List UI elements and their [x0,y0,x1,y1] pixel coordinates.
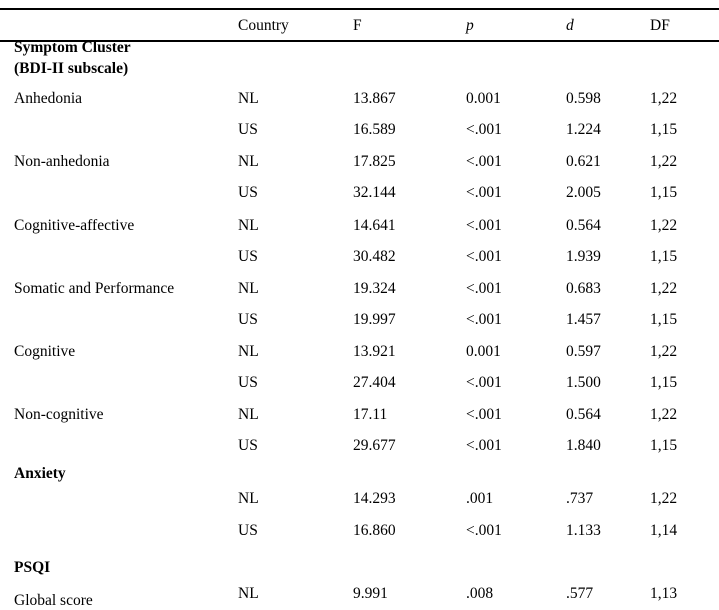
cell-f: 14.293 [353,490,396,507]
cell-country: US [238,121,258,138]
cell-country: NL [238,585,259,602]
cell-df: 1,22 [650,217,678,234]
cell-country: NL [238,280,259,297]
section-title: (BDI-II subscale) [14,60,129,77]
cell-f: 17.825 [353,153,396,170]
cell-country: US [238,184,258,201]
cell-d: .737 [566,490,594,507]
cell-label: Somatic and Performance [14,280,175,297]
cell-p: <.001 [466,374,502,391]
cell-country: NL [238,217,259,234]
cell-df: 1,15 [650,184,678,201]
cell-d: 0.564 [566,217,601,234]
cell-f: 30.482 [353,248,396,265]
cell-f: 29.677 [353,437,396,454]
cell-country: NL [238,343,259,360]
cell-df: 1,13 [650,585,678,602]
cell-d: 0.683 [566,280,601,297]
cell-d: .577 [566,585,594,602]
cell-label: Non-anhedonia [14,153,110,170]
cell-d: 1.224 [566,121,601,138]
header-df: DF [650,17,670,34]
cell-df: 1,15 [650,374,678,391]
cell-df: 1,22 [650,280,678,297]
cell-df: 1,15 [650,121,678,138]
cell-p: <.001 [466,217,502,234]
top-rule [0,8,719,10]
cell-df: 1,15 [650,248,678,265]
cell-f: 14.641 [353,217,396,234]
cell-df: 1,22 [650,90,678,107]
section-title: Anxiety [14,465,66,482]
cell-country: NL [238,490,259,507]
cell-f: 17.11 [353,406,388,423]
cell-p: <.001 [466,437,502,454]
cell-f: 27.404 [353,374,396,391]
cell-p: <.001 [466,184,502,201]
cell-d: 1.457 [566,311,601,328]
cell-country: US [238,522,258,539]
cell-p: <.001 [466,121,502,138]
cell-p: <.001 [466,311,502,328]
cell-p: 0.001 [466,90,501,107]
cell-df: 1,15 [650,437,678,454]
cell-f: 13.867 [353,90,396,107]
cell-p: <.001 [466,248,502,265]
header-d: d [566,17,574,34]
header-f: F [353,17,362,34]
cell-country: US [238,374,258,391]
cell-d: 1.939 [566,248,601,265]
cell-d: 1.500 [566,374,601,391]
cell-d: 0.564 [566,406,601,423]
cell-df: 1,15 [650,311,678,328]
cell-label: Non-cognitive [14,406,104,423]
cell-f: 19.997 [353,311,396,328]
cell-df: 1,22 [650,406,678,423]
cell-d: 2.005 [566,184,601,201]
cell-p: .001 [466,490,494,507]
cell-country: NL [238,406,259,423]
cell-country: US [238,437,258,454]
cell-d: 1.133 [566,522,601,539]
cell-label: Global score [14,592,93,609]
cell-f: 9.991 [353,585,388,602]
cell-p: <.001 [466,153,502,170]
cell-country: NL [238,90,259,107]
cell-d: 0.597 [566,343,601,360]
cell-label: Anhedonia [14,90,83,107]
cell-df: 1,22 [650,490,678,507]
cell-f: 16.589 [353,121,396,138]
cell-country: US [238,311,258,328]
cell-p: <.001 [466,522,502,539]
cell-p: <.001 [466,406,502,423]
section-title: Symptom Cluster [14,39,131,56]
cell-d: 0.621 [566,153,601,170]
cell-p: <.001 [466,280,502,297]
cell-f: 13.921 [353,343,396,360]
header-country: Country [238,17,289,34]
cell-country: US [238,248,258,265]
cell-f: 16.860 [353,522,396,539]
cell-f: 32.144 [353,184,396,201]
section-title: PSQI [14,559,51,576]
cell-df: 1,22 [650,153,678,170]
header-p: p [466,17,474,34]
cell-country: NL [238,153,259,170]
cell-p: 0.001 [466,343,501,360]
cell-d: 0.598 [566,90,601,107]
cell-df: 1,14 [650,522,678,539]
header-rule [0,40,719,42]
cell-d: 1.840 [566,437,601,454]
cell-df: 1,22 [650,343,678,360]
cell-label: Cognitive [14,343,76,360]
cell-f: 19.324 [353,280,396,297]
cell-label: Cognitive-affective [14,217,135,234]
cell-p: .008 [466,585,494,602]
